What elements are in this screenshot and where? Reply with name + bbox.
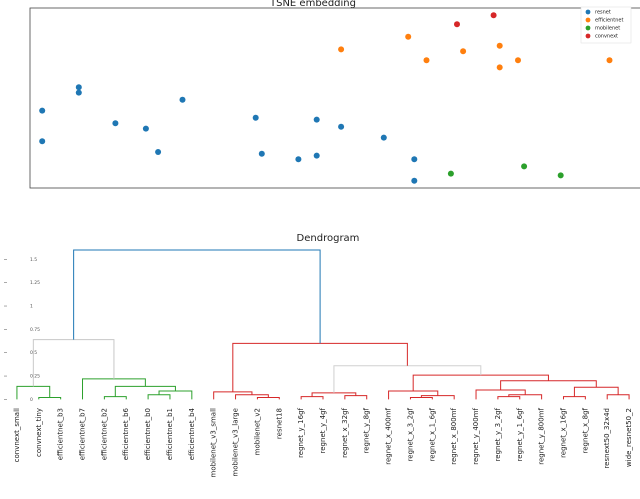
point — [411, 156, 418, 163]
point — [112, 120, 119, 127]
link — [420, 395, 455, 400]
point — [606, 57, 613, 64]
leaf-label: regnet_x_400mf — [385, 407, 393, 464]
link — [562, 396, 586, 400]
link — [235, 394, 269, 400]
legend-label: mobilenet — [595, 26, 620, 32]
link — [344, 395, 368, 400]
leaf-label: efficientnet_b6 — [122, 407, 130, 460]
leaf-label: regnet_x_32gf — [341, 407, 349, 457]
legend-label: efficientnet — [595, 18, 623, 24]
link — [213, 391, 253, 400]
legend-label: convnext — [595, 34, 618, 40]
y-tick-label: 1.5 — [30, 257, 37, 263]
point — [496, 64, 503, 71]
leaf-label: regnet_y_1_6gf — [516, 407, 524, 461]
link — [412, 374, 549, 391]
point — [142, 125, 149, 132]
leaf-label: regnet_y_3_2gf — [494, 407, 502, 461]
y-tick-label: 0 — [30, 397, 33, 403]
point — [39, 107, 46, 114]
link — [256, 397, 280, 400]
point — [490, 12, 497, 19]
leaf-label: efficientnet_b3 — [57, 408, 65, 460]
y-tick-label: 1 — [30, 304, 33, 310]
y-tick-label: 0.75 — [30, 327, 40, 333]
leaf-label: mobilenet_v2 — [253, 408, 261, 455]
leaf-label: wide_resnet50_2 — [625, 408, 633, 467]
leaf-label: regnet_x_3_2gf — [406, 407, 414, 461]
point — [338, 123, 345, 130]
point — [447, 170, 454, 177]
point — [313, 152, 320, 159]
link — [300, 396, 324, 400]
point — [75, 84, 82, 91]
point — [515, 57, 521, 64]
y-tick-label: 0.25 — [30, 374, 40, 380]
link — [500, 380, 597, 391]
point — [39, 138, 46, 145]
point — [405, 33, 412, 40]
leaf-label: regnet_x_1_6gf — [428, 407, 436, 461]
point — [496, 42, 503, 49]
y-tick-label: 1.25 — [30, 280, 40, 286]
link — [333, 365, 482, 393]
legend-marker — [585, 25, 591, 31]
leaf-label: efficientnet_b0 — [144, 408, 152, 460]
point — [557, 172, 564, 179]
point — [155, 149, 162, 155]
leaf-label: regnet_y_800mf — [538, 407, 546, 464]
leaf-label: efficientnet_b4 — [188, 407, 196, 460]
leaf-label: efficientnet_b7 — [79, 408, 87, 460]
link — [409, 397, 433, 400]
leaf-label: regnet_y_4gf — [319, 407, 327, 453]
link — [103, 396, 127, 400]
leaf-label: efficientnet_b2 — [100, 408, 108, 460]
point — [454, 21, 460, 28]
legend-marker — [585, 17, 591, 23]
point — [258, 150, 265, 157]
link — [606, 394, 630, 400]
point — [252, 114, 259, 121]
link — [73, 249, 321, 344]
leaf-label: regnet_y_400mf — [472, 407, 480, 464]
legend-marker — [585, 9, 591, 15]
leaf-label: convnext_tiny — [35, 408, 43, 457]
link — [508, 394, 543, 400]
leaf-label: regnet_x_8gf — [581, 407, 589, 453]
leaf-label: resnet18 — [275, 408, 283, 439]
point — [521, 163, 528, 170]
point — [460, 48, 467, 55]
scatter-title: TSNE embedding — [269, 0, 356, 9]
leaf-label: efficientnet_b1 — [166, 408, 174, 460]
link — [232, 342, 408, 392]
dendrogram-title: Dendrogram — [297, 233, 360, 244]
leaf-label: regnet_x_800mf — [450, 407, 458, 464]
link — [32, 339, 115, 387]
leaf-label: regnet_x_16gf — [559, 407, 567, 457]
leaf-label: resnext50_32x4d — [603, 408, 611, 469]
point — [423, 57, 430, 64]
point — [295, 156, 302, 163]
point — [313, 116, 320, 123]
point — [179, 96, 186, 103]
leaf-label: convnext_small — [13, 408, 21, 462]
point — [75, 89, 82, 96]
link — [147, 394, 171, 400]
point — [338, 46, 345, 53]
leaf-label: mobilenet_v3_large — [232, 408, 240, 477]
scatter-frame — [29, 7, 640, 189]
link — [38, 397, 62, 400]
link — [497, 396, 521, 400]
leaf-label: regnet_y_16gf — [297, 407, 305, 457]
legend-label: resnet — [595, 10, 611, 16]
legend-marker — [585, 33, 591, 39]
point — [411, 177, 418, 184]
point — [380, 134, 387, 141]
leaf-label: regnet_y_8gf — [363, 407, 371, 453]
leaf-label: mobilenet_v3_small — [210, 408, 218, 478]
